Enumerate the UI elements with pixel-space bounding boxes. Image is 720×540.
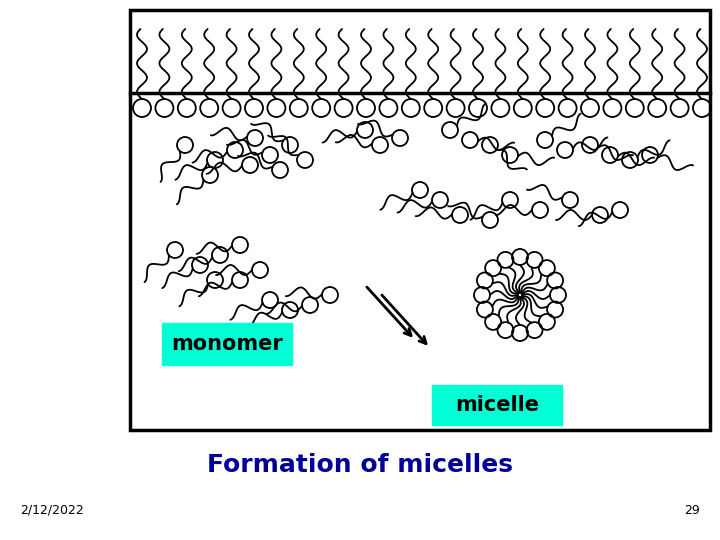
Bar (432, 385, 562, 425)
Text: 29: 29 (684, 503, 700, 516)
Text: micelle: micelle (455, 395, 539, 415)
Bar (130, 10, 710, 430)
Text: Formation of micelles: Formation of micelles (207, 453, 513, 477)
Text: monomer: monomer (171, 334, 283, 354)
Bar (162, 323, 292, 365)
Text: 2/12/2022: 2/12/2022 (20, 503, 84, 516)
